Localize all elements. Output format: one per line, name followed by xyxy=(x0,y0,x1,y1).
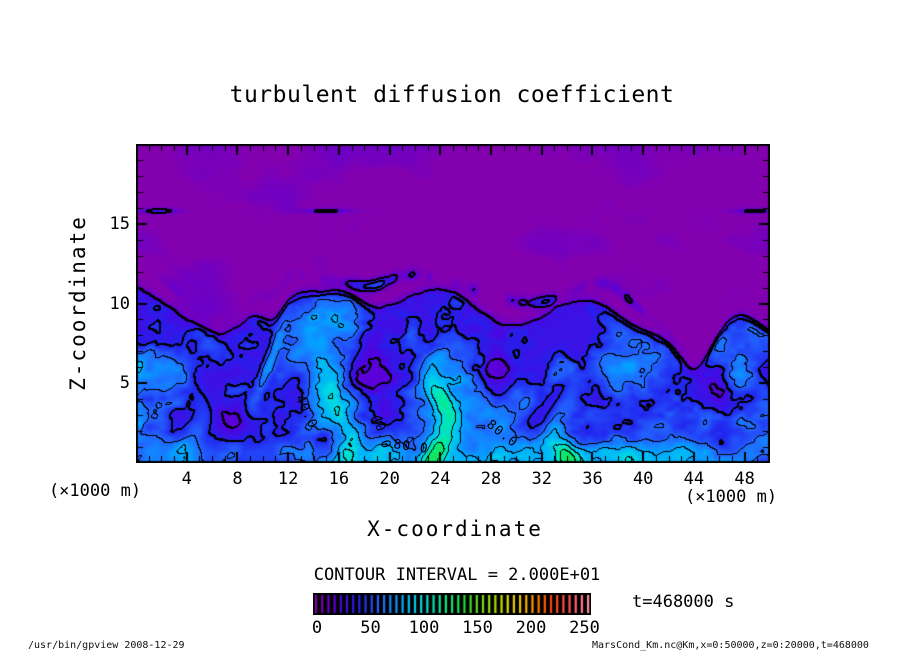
colorbar-tick-label: 150 xyxy=(462,618,493,638)
footer-program-date: /usr/bin/gpview 2008-12-29 xyxy=(28,640,185,651)
x-tick-label: 36 xyxy=(582,469,603,489)
x-tick-label: 16 xyxy=(328,469,350,489)
contour-interval-note: CONTOUR INTERVAL = 2.000E+01 xyxy=(313,565,601,585)
colorbar-tick-label: 100 xyxy=(408,618,440,638)
colorbar-tick-label: 200 xyxy=(515,618,547,638)
z-axis-label: Z-coordinate xyxy=(66,215,90,391)
time-label: t=468000 s xyxy=(632,592,735,612)
x-axis-unit-label: (×1000 m) xyxy=(684,487,778,507)
z-axis-unit-label: (×1000 m) xyxy=(48,481,142,501)
footer-data-source: MarsCond_Km.nc@Km,x=0:50000,z=0:20000,t=… xyxy=(592,640,869,651)
colorbar-tick-label: 0 xyxy=(311,618,323,638)
x-tick-label: 32 xyxy=(531,469,552,489)
x-tick-label: 12 xyxy=(277,469,299,489)
colorbar xyxy=(313,593,591,615)
x-tick-label: 48 xyxy=(734,469,755,489)
x-tick-label: 24 xyxy=(430,469,451,489)
colorbar-tick-label: 250 xyxy=(569,618,600,638)
contour-plot-canvas xyxy=(136,144,770,463)
plot-title: turbulent diffusion coefficient xyxy=(229,82,675,108)
x-tick-label: 8 xyxy=(232,469,243,489)
z-tick-label: 5 xyxy=(119,373,130,394)
x-tick-label: 28 xyxy=(480,469,502,489)
x-tick-label: 44 xyxy=(683,469,705,489)
x-tick-label: 20 xyxy=(379,469,400,489)
x-tick-label: 4 xyxy=(181,469,192,489)
x-tick-label: 40 xyxy=(632,469,654,489)
x-axis-label: X-coordinate xyxy=(367,517,543,541)
z-tick-label: 15 xyxy=(109,213,130,234)
colorbar-tick-label: 50 xyxy=(360,618,381,638)
z-tick-label: 10 xyxy=(109,293,130,314)
